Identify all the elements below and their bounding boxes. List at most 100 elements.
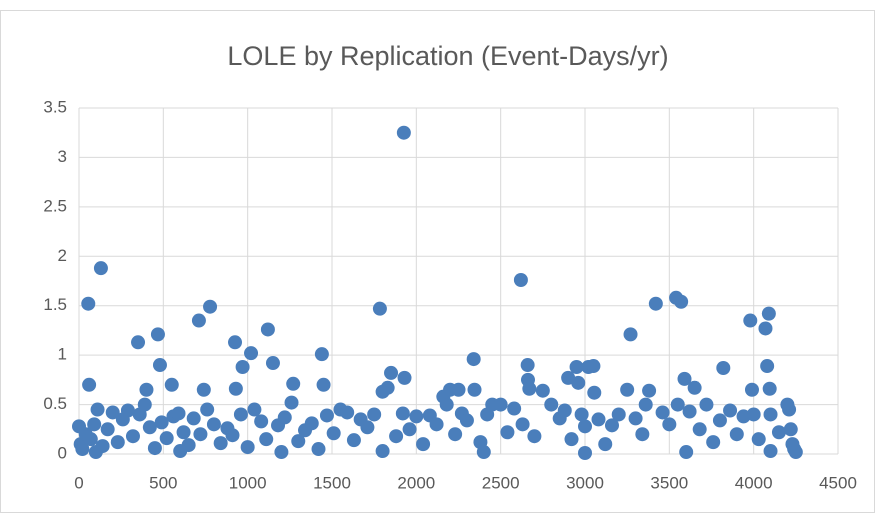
point [147, 441, 162, 456]
point [716, 360, 731, 375]
x-tick-label: 500 [149, 473, 177, 492]
point [662, 417, 677, 432]
x-tick-label: 1500 [313, 473, 351, 492]
x-tick-label: 1000 [229, 473, 267, 492]
point [544, 397, 559, 412]
point [783, 422, 798, 437]
point [535, 383, 550, 398]
point [159, 431, 174, 446]
point [286, 376, 301, 391]
point [493, 397, 508, 412]
point [93, 261, 108, 276]
point [346, 433, 361, 448]
point [682, 404, 697, 419]
point [150, 327, 165, 342]
point [131, 335, 146, 350]
point [314, 347, 329, 362]
point [137, 397, 152, 412]
x-tick-label: 0 [74, 473, 83, 492]
point [763, 407, 778, 422]
x-tick-label: 2000 [397, 473, 435, 492]
point [200, 402, 215, 417]
point [706, 435, 721, 450]
point [100, 422, 115, 437]
point [587, 385, 602, 400]
point [311, 442, 326, 457]
point [152, 358, 167, 373]
point [758, 321, 773, 336]
point [429, 417, 444, 432]
x-tick-label: 4500 [819, 473, 857, 492]
point [569, 360, 584, 375]
point [291, 434, 306, 449]
point [743, 313, 758, 328]
point [265, 356, 280, 371]
point [623, 327, 638, 342]
point [206, 417, 221, 432]
point [648, 296, 663, 311]
point [628, 411, 643, 426]
point [277, 410, 292, 425]
point [375, 444, 390, 459]
point [513, 273, 528, 288]
point [260, 322, 275, 337]
point [699, 397, 714, 412]
points [72, 125, 803, 461]
point [105, 405, 120, 420]
point [677, 371, 692, 386]
point [771, 425, 786, 440]
point [782, 402, 797, 417]
point [763, 444, 778, 459]
point [574, 407, 589, 422]
point [692, 422, 707, 437]
point [304, 416, 319, 431]
point [372, 301, 387, 316]
point [259, 432, 274, 447]
point [604, 418, 619, 433]
point [88, 445, 103, 460]
y-tick-label: 2 [58, 246, 67, 265]
point [75, 442, 90, 457]
point [274, 445, 289, 460]
point [459, 413, 474, 428]
point [154, 415, 169, 430]
point [87, 417, 102, 432]
point [284, 395, 299, 410]
y-tick-label: 3.5 [43, 97, 67, 116]
point [439, 397, 454, 412]
point [500, 425, 515, 440]
point [476, 445, 491, 460]
point [326, 426, 341, 441]
x-tick-label: 4000 [735, 473, 773, 492]
point [760, 359, 775, 374]
point [164, 377, 179, 392]
point [90, 402, 105, 417]
point [225, 428, 240, 443]
point [751, 432, 766, 447]
x-tick-label: 3000 [566, 473, 604, 492]
y-tick-label: 0.5 [43, 394, 67, 413]
point [235, 360, 250, 375]
point [687, 380, 702, 395]
point [254, 414, 269, 429]
point [761, 306, 776, 321]
point [520, 358, 535, 373]
point [110, 435, 125, 450]
point [203, 299, 218, 314]
point [674, 294, 689, 309]
point [620, 382, 635, 397]
point [578, 419, 592, 434]
point [578, 446, 592, 461]
point [409, 409, 424, 424]
point [171, 406, 186, 421]
point [389, 429, 404, 444]
point [176, 425, 191, 440]
point [451, 382, 466, 397]
point [679, 445, 694, 460]
point [240, 440, 255, 455]
point [723, 403, 738, 418]
point [598, 437, 613, 452]
grid: 0 0.5 1 1.5 2 2.5 3 3.5 0 500 1000 1500 2000 2500 3000… [43, 97, 857, 492]
point [467, 382, 482, 397]
point [515, 417, 530, 432]
